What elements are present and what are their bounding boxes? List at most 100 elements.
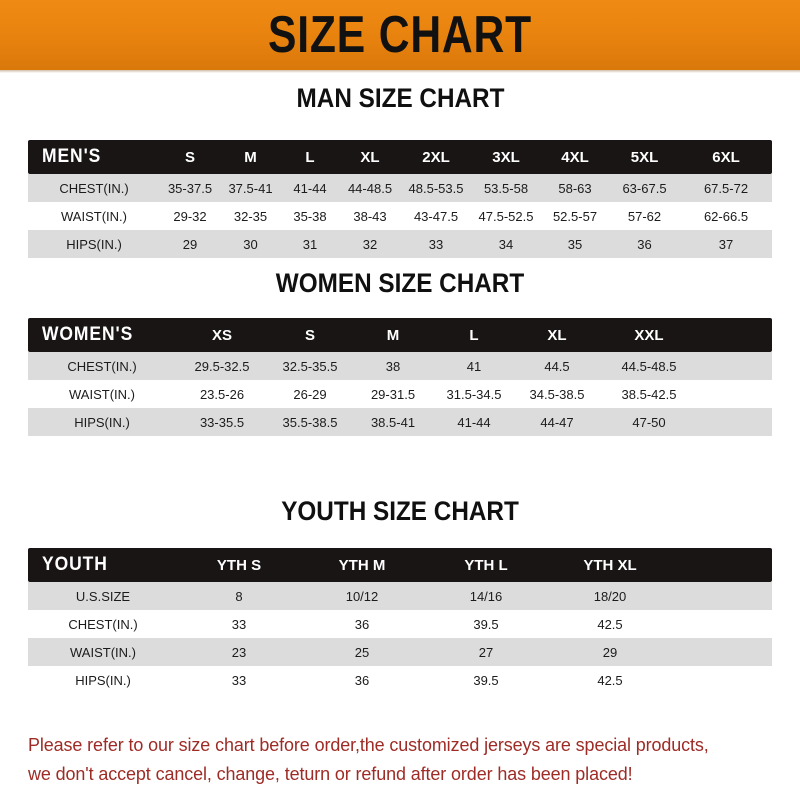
table-row: WAIST(IN.) 23 25 27 29 bbox=[28, 638, 772, 666]
men-col-header-6xl: 6XL bbox=[680, 140, 772, 174]
women-hips-s: 35.5-38.5 bbox=[268, 408, 352, 436]
men-row-label-waist: WAIST(IN.) bbox=[28, 202, 160, 230]
men-chest-m: 37.5-41 bbox=[220, 174, 281, 202]
men-hips-4xl: 35 bbox=[541, 230, 609, 258]
men-col-header-3xl: 3XL bbox=[471, 140, 541, 174]
women-waist-xl: 34.5-38.5 bbox=[514, 380, 600, 408]
women-chest-xs: 29.5-32.5 bbox=[176, 352, 268, 380]
table-row: HIPS(IN.) 33 36 39.5 42.5 bbox=[28, 666, 772, 694]
women-hips-m: 38.5-41 bbox=[352, 408, 434, 436]
section-title-youth: YOUTH SIZE CHART bbox=[0, 496, 800, 526]
youth-ussize-l: 14/16 bbox=[424, 582, 548, 610]
youth-col-header-blank bbox=[672, 548, 772, 582]
youth-chest-xl: 42.5 bbox=[548, 610, 672, 638]
men-row-label-hips: HIPS(IN.) bbox=[28, 230, 160, 258]
women-col-header-m: M bbox=[352, 318, 434, 352]
order-policy-note-line1: Please refer to our size chart before or… bbox=[28, 734, 709, 755]
men-hips-2xl: 33 bbox=[401, 230, 471, 258]
section-title-women-text: WOMEN SIZE CHART bbox=[275, 268, 525, 298]
table-row: HIPS(IN.) 33-35.5 35.5-38.5 38.5-41 41-4… bbox=[28, 408, 772, 436]
youth-chest-blank bbox=[672, 610, 772, 638]
section-title-men: MAN SIZE CHART bbox=[0, 83, 800, 113]
table-row: WAIST(IN.) 23.5-26 26-29 29-31.5 31.5-34… bbox=[28, 380, 772, 408]
table-row: CHEST(IN.) 29.5-32.5 32.5-35.5 38 41 44.… bbox=[28, 352, 772, 380]
youth-header-label: YOUTH bbox=[28, 548, 178, 582]
table-row: U.S.SIZE 8 10/12 14/16 18/20 bbox=[28, 582, 772, 610]
men-hips-m: 30 bbox=[220, 230, 281, 258]
youth-hips-s: 33 bbox=[178, 666, 300, 694]
table-row: WAIST(IN.) 29-32 32-35 35-38 38-43 43-47… bbox=[28, 202, 772, 230]
men-waist-4xl: 52.5-57 bbox=[541, 202, 609, 230]
women-waist-m: 29-31.5 bbox=[352, 380, 434, 408]
women-col-header-xxl: XXL bbox=[600, 318, 698, 352]
youth-chest-m: 36 bbox=[300, 610, 424, 638]
youth-col-header-l: YTH L bbox=[424, 548, 548, 582]
men-row-label-chest: CHEST(IN.) bbox=[28, 174, 160, 202]
men-waist-2xl: 43-47.5 bbox=[401, 202, 471, 230]
men-col-header-xl: XL bbox=[339, 140, 401, 174]
women-chest-xxl: 44.5-48.5 bbox=[600, 352, 698, 380]
women-chest-s: 32.5-35.5 bbox=[268, 352, 352, 380]
table-row: CHEST(IN.) 33 36 39.5 42.5 bbox=[28, 610, 772, 638]
order-policy-note-line2: we don't accept cancel, change, teturn o… bbox=[28, 763, 633, 784]
men-chest-5xl: 63-67.5 bbox=[609, 174, 680, 202]
women-waist-xxl: 38.5-42.5 bbox=[600, 380, 698, 408]
youth-ussize-xl: 18/20 bbox=[548, 582, 672, 610]
men-hips-l: 31 bbox=[281, 230, 339, 258]
men-waist-5xl: 57-62 bbox=[609, 202, 680, 230]
women-chest-l: 41 bbox=[434, 352, 514, 380]
men-waist-xl: 38-43 bbox=[339, 202, 401, 230]
women-hips-xs: 33-35.5 bbox=[176, 408, 268, 436]
women-col-header-l: L bbox=[434, 318, 514, 352]
men-size-table: MEN'S S M L XL 2XL 3XL 4XL 5XL 6XL CHEST… bbox=[28, 140, 772, 258]
youth-col-header-m: YTH M bbox=[300, 548, 424, 582]
youth-waist-l: 27 bbox=[424, 638, 548, 666]
men-chest-s: 35-37.5 bbox=[160, 174, 220, 202]
men-chest-l: 41-44 bbox=[281, 174, 339, 202]
men-hips-5xl: 36 bbox=[609, 230, 680, 258]
youth-col-header-s: YTH S bbox=[178, 548, 300, 582]
youth-waist-s: 23 bbox=[178, 638, 300, 666]
table-row: HIPS(IN.) 29 30 31 32 33 34 35 36 37 bbox=[28, 230, 772, 258]
women-waist-l: 31.5-34.5 bbox=[434, 380, 514, 408]
women-chest-xl: 44.5 bbox=[514, 352, 600, 380]
youth-waist-m: 25 bbox=[300, 638, 424, 666]
youth-header-label-text: YOUTH bbox=[42, 554, 108, 575]
youth-chest-s: 33 bbox=[178, 610, 300, 638]
section-title-men-text: MAN SIZE CHART bbox=[296, 83, 504, 113]
women-table-header-row: WOMEN'S XS S M L XL XXL bbox=[28, 318, 772, 352]
women-hips-blank bbox=[698, 408, 772, 436]
page-banner: SIZE CHART bbox=[0, 0, 800, 70]
table-row: CHEST(IN.) 35-37.5 37.5-41 41-44 44-48.5… bbox=[28, 174, 772, 202]
youth-ussize-s: 8 bbox=[178, 582, 300, 610]
women-row-label-chest: CHEST(IN.) bbox=[28, 352, 176, 380]
women-chest-m: 38 bbox=[352, 352, 434, 380]
women-col-header-xs: XS bbox=[176, 318, 268, 352]
men-waist-m: 32-35 bbox=[220, 202, 281, 230]
men-waist-s: 29-32 bbox=[160, 202, 220, 230]
men-col-header-2xl: 2XL bbox=[401, 140, 471, 174]
women-chest-blank bbox=[698, 352, 772, 380]
section-title-youth-text: YOUTH SIZE CHART bbox=[281, 496, 519, 526]
women-col-header-blank bbox=[698, 318, 772, 352]
women-hips-xl: 44-47 bbox=[514, 408, 600, 436]
men-waist-3xl: 47.5-52.5 bbox=[471, 202, 541, 230]
men-waist-l: 35-38 bbox=[281, 202, 339, 230]
men-col-header-4xl: 4XL bbox=[541, 140, 609, 174]
youth-ussize-blank bbox=[672, 582, 772, 610]
youth-size-table: YOUTH YTH S YTH M YTH L YTH XL U.S.SIZE … bbox=[28, 548, 772, 694]
youth-table-header-row: YOUTH YTH S YTH M YTH L YTH XL bbox=[28, 548, 772, 582]
youth-waist-blank bbox=[672, 638, 772, 666]
men-hips-3xl: 34 bbox=[471, 230, 541, 258]
men-chest-3xl: 53.5-58 bbox=[471, 174, 541, 202]
women-header-label: WOMEN'S bbox=[28, 318, 176, 352]
youth-row-label-waist: WAIST(IN.) bbox=[28, 638, 178, 666]
men-header-label: MEN'S bbox=[28, 140, 160, 174]
youth-row-label-hips: HIPS(IN.) bbox=[28, 666, 178, 694]
women-waist-s: 26-29 bbox=[268, 380, 352, 408]
youth-ussize-m: 10/12 bbox=[300, 582, 424, 610]
men-hips-s: 29 bbox=[160, 230, 220, 258]
women-hips-xxl: 47-50 bbox=[600, 408, 698, 436]
youth-waist-xl: 29 bbox=[548, 638, 672, 666]
banner-shadow bbox=[0, 70, 800, 73]
